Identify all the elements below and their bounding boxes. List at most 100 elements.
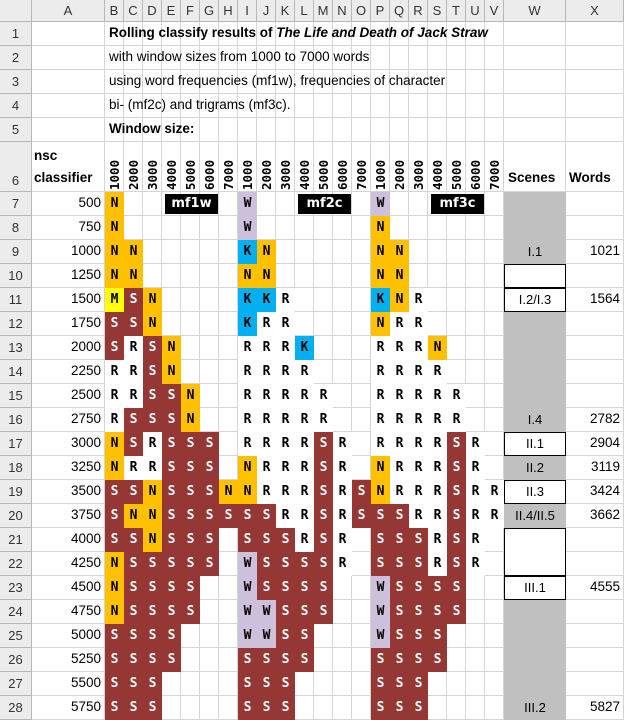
cell[interactable] bbox=[219, 624, 238, 648]
row-header-16[interactable]: 16 bbox=[0, 408, 32, 432]
cell[interactable] bbox=[352, 46, 371, 70]
classification-cell[interactable]: S bbox=[314, 480, 333, 504]
classification-cell[interactable]: S bbox=[409, 552, 428, 576]
cell[interactable] bbox=[143, 142, 162, 192]
cell[interactable] bbox=[314, 216, 333, 240]
cell[interactable] bbox=[428, 118, 447, 142]
cell[interactable] bbox=[566, 360, 624, 384]
cell[interactable] bbox=[333, 648, 352, 672]
cell[interactable] bbox=[162, 216, 181, 240]
classification-cell[interactable]: S bbox=[295, 552, 314, 576]
classification-cell[interactable]: W bbox=[238, 216, 257, 240]
classification-cell[interactable]: S bbox=[276, 672, 295, 696]
cell[interactable] bbox=[333, 118, 352, 142]
cell[interactable] bbox=[466, 22, 485, 46]
cell[interactable] bbox=[181, 264, 200, 288]
classification-cell[interactable]: S bbox=[428, 624, 447, 648]
cell[interactable] bbox=[466, 142, 485, 192]
cell[interactable] bbox=[447, 312, 466, 336]
classification-cell[interactable]: S bbox=[276, 528, 295, 552]
cell[interactable] bbox=[352, 528, 371, 552]
cell[interactable] bbox=[352, 118, 371, 142]
classification-cell[interactable]: R bbox=[124, 384, 143, 408]
cell[interactable] bbox=[314, 142, 333, 192]
cell[interactable] bbox=[200, 46, 219, 70]
classification-cell[interactable]: S bbox=[314, 432, 333, 456]
classification-cell[interactable]: W bbox=[371, 624, 390, 648]
cell[interactable] bbox=[352, 336, 371, 360]
classification-cell[interactable]: N bbox=[257, 240, 276, 264]
cell[interactable] bbox=[352, 432, 371, 456]
cell[interactable] bbox=[124, 118, 143, 142]
classification-cell[interactable]: S bbox=[162, 432, 181, 456]
classification-cell[interactable]: S bbox=[447, 480, 466, 504]
cell[interactable] bbox=[32, 264, 105, 288]
cell[interactable] bbox=[162, 672, 181, 696]
classification-cell[interactable]: S bbox=[124, 624, 143, 648]
cell[interactable] bbox=[200, 600, 219, 624]
classification-cell[interactable]: S bbox=[447, 528, 466, 552]
cell[interactable] bbox=[143, 70, 162, 94]
classification-cell[interactable]: R bbox=[333, 456, 352, 480]
classification-cell[interactable]: S bbox=[257, 648, 276, 672]
cell[interactable] bbox=[276, 240, 295, 264]
cell[interactable] bbox=[32, 672, 105, 696]
cell[interactable] bbox=[447, 142, 466, 192]
cell[interactable] bbox=[428, 264, 447, 288]
classification-cell[interactable]: N bbox=[238, 456, 257, 480]
select-all-corner[interactable] bbox=[0, 0, 32, 22]
cell[interactable] bbox=[352, 192, 371, 216]
cell[interactable] bbox=[32, 528, 105, 552]
classification-cell[interactable]: N bbox=[390, 264, 409, 288]
cell[interactable] bbox=[181, 312, 200, 336]
cell[interactable] bbox=[428, 142, 447, 192]
row-header-22[interactable]: 22 bbox=[0, 552, 32, 576]
cell[interactable] bbox=[352, 22, 371, 46]
column-header-i[interactable]: I bbox=[238, 0, 257, 22]
classification-cell[interactable]: W bbox=[371, 600, 390, 624]
classification-cell[interactable]: R bbox=[257, 360, 276, 384]
classification-cell[interactable]: N bbox=[371, 240, 390, 264]
classification-cell[interactable]: R bbox=[257, 480, 276, 504]
classification-cell[interactable]: S bbox=[447, 576, 466, 600]
cell[interactable] bbox=[162, 118, 181, 142]
cell[interactable] bbox=[566, 600, 624, 624]
row-header-7[interactable]: 7 bbox=[0, 192, 32, 216]
classification-cell[interactable]: R bbox=[466, 528, 485, 552]
classification-cell[interactable]: S bbox=[257, 672, 276, 696]
cell[interactable] bbox=[219, 264, 238, 288]
cell[interactable] bbox=[257, 94, 276, 118]
classification-cell[interactable]: W bbox=[257, 600, 276, 624]
classification-cell[interactable]: W bbox=[238, 576, 257, 600]
cell[interactable] bbox=[219, 216, 238, 240]
classification-cell[interactable]: R bbox=[257, 312, 276, 336]
cell[interactable] bbox=[162, 264, 181, 288]
cell[interactable] bbox=[447, 624, 466, 648]
classification-cell[interactable]: S bbox=[181, 600, 200, 624]
classification-cell[interactable]: M bbox=[105, 288, 124, 312]
column-header-p[interactable]: P bbox=[371, 0, 390, 22]
classification-cell[interactable]: S bbox=[162, 552, 181, 576]
cell[interactable] bbox=[485, 288, 504, 312]
column-header-d[interactable]: D bbox=[143, 0, 162, 22]
cell[interactable] bbox=[105, 70, 124, 94]
cell[interactable] bbox=[428, 672, 447, 696]
column-header-t[interactable]: T bbox=[447, 0, 466, 22]
classification-cell[interactable]: S bbox=[143, 336, 162, 360]
classification-cell[interactable]: K bbox=[371, 288, 390, 312]
classification-cell[interactable]: R bbox=[257, 336, 276, 360]
cell[interactable] bbox=[371, 22, 390, 46]
cell[interactable] bbox=[162, 288, 181, 312]
row-header-13[interactable]: 13 bbox=[0, 336, 32, 360]
classification-cell[interactable]: R bbox=[276, 408, 295, 432]
cell[interactable] bbox=[485, 142, 504, 192]
cell[interactable] bbox=[200, 216, 219, 240]
row-header-11[interactable]: 11 bbox=[0, 288, 32, 312]
cell[interactable] bbox=[428, 94, 447, 118]
classification-cell[interactable]: R bbox=[333, 552, 352, 576]
classification-cell[interactable]: W bbox=[257, 624, 276, 648]
classification-cell[interactable]: R bbox=[314, 384, 333, 408]
classification-cell[interactable]: S bbox=[124, 480, 143, 504]
cell[interactable] bbox=[219, 360, 238, 384]
cell[interactable] bbox=[219, 336, 238, 360]
